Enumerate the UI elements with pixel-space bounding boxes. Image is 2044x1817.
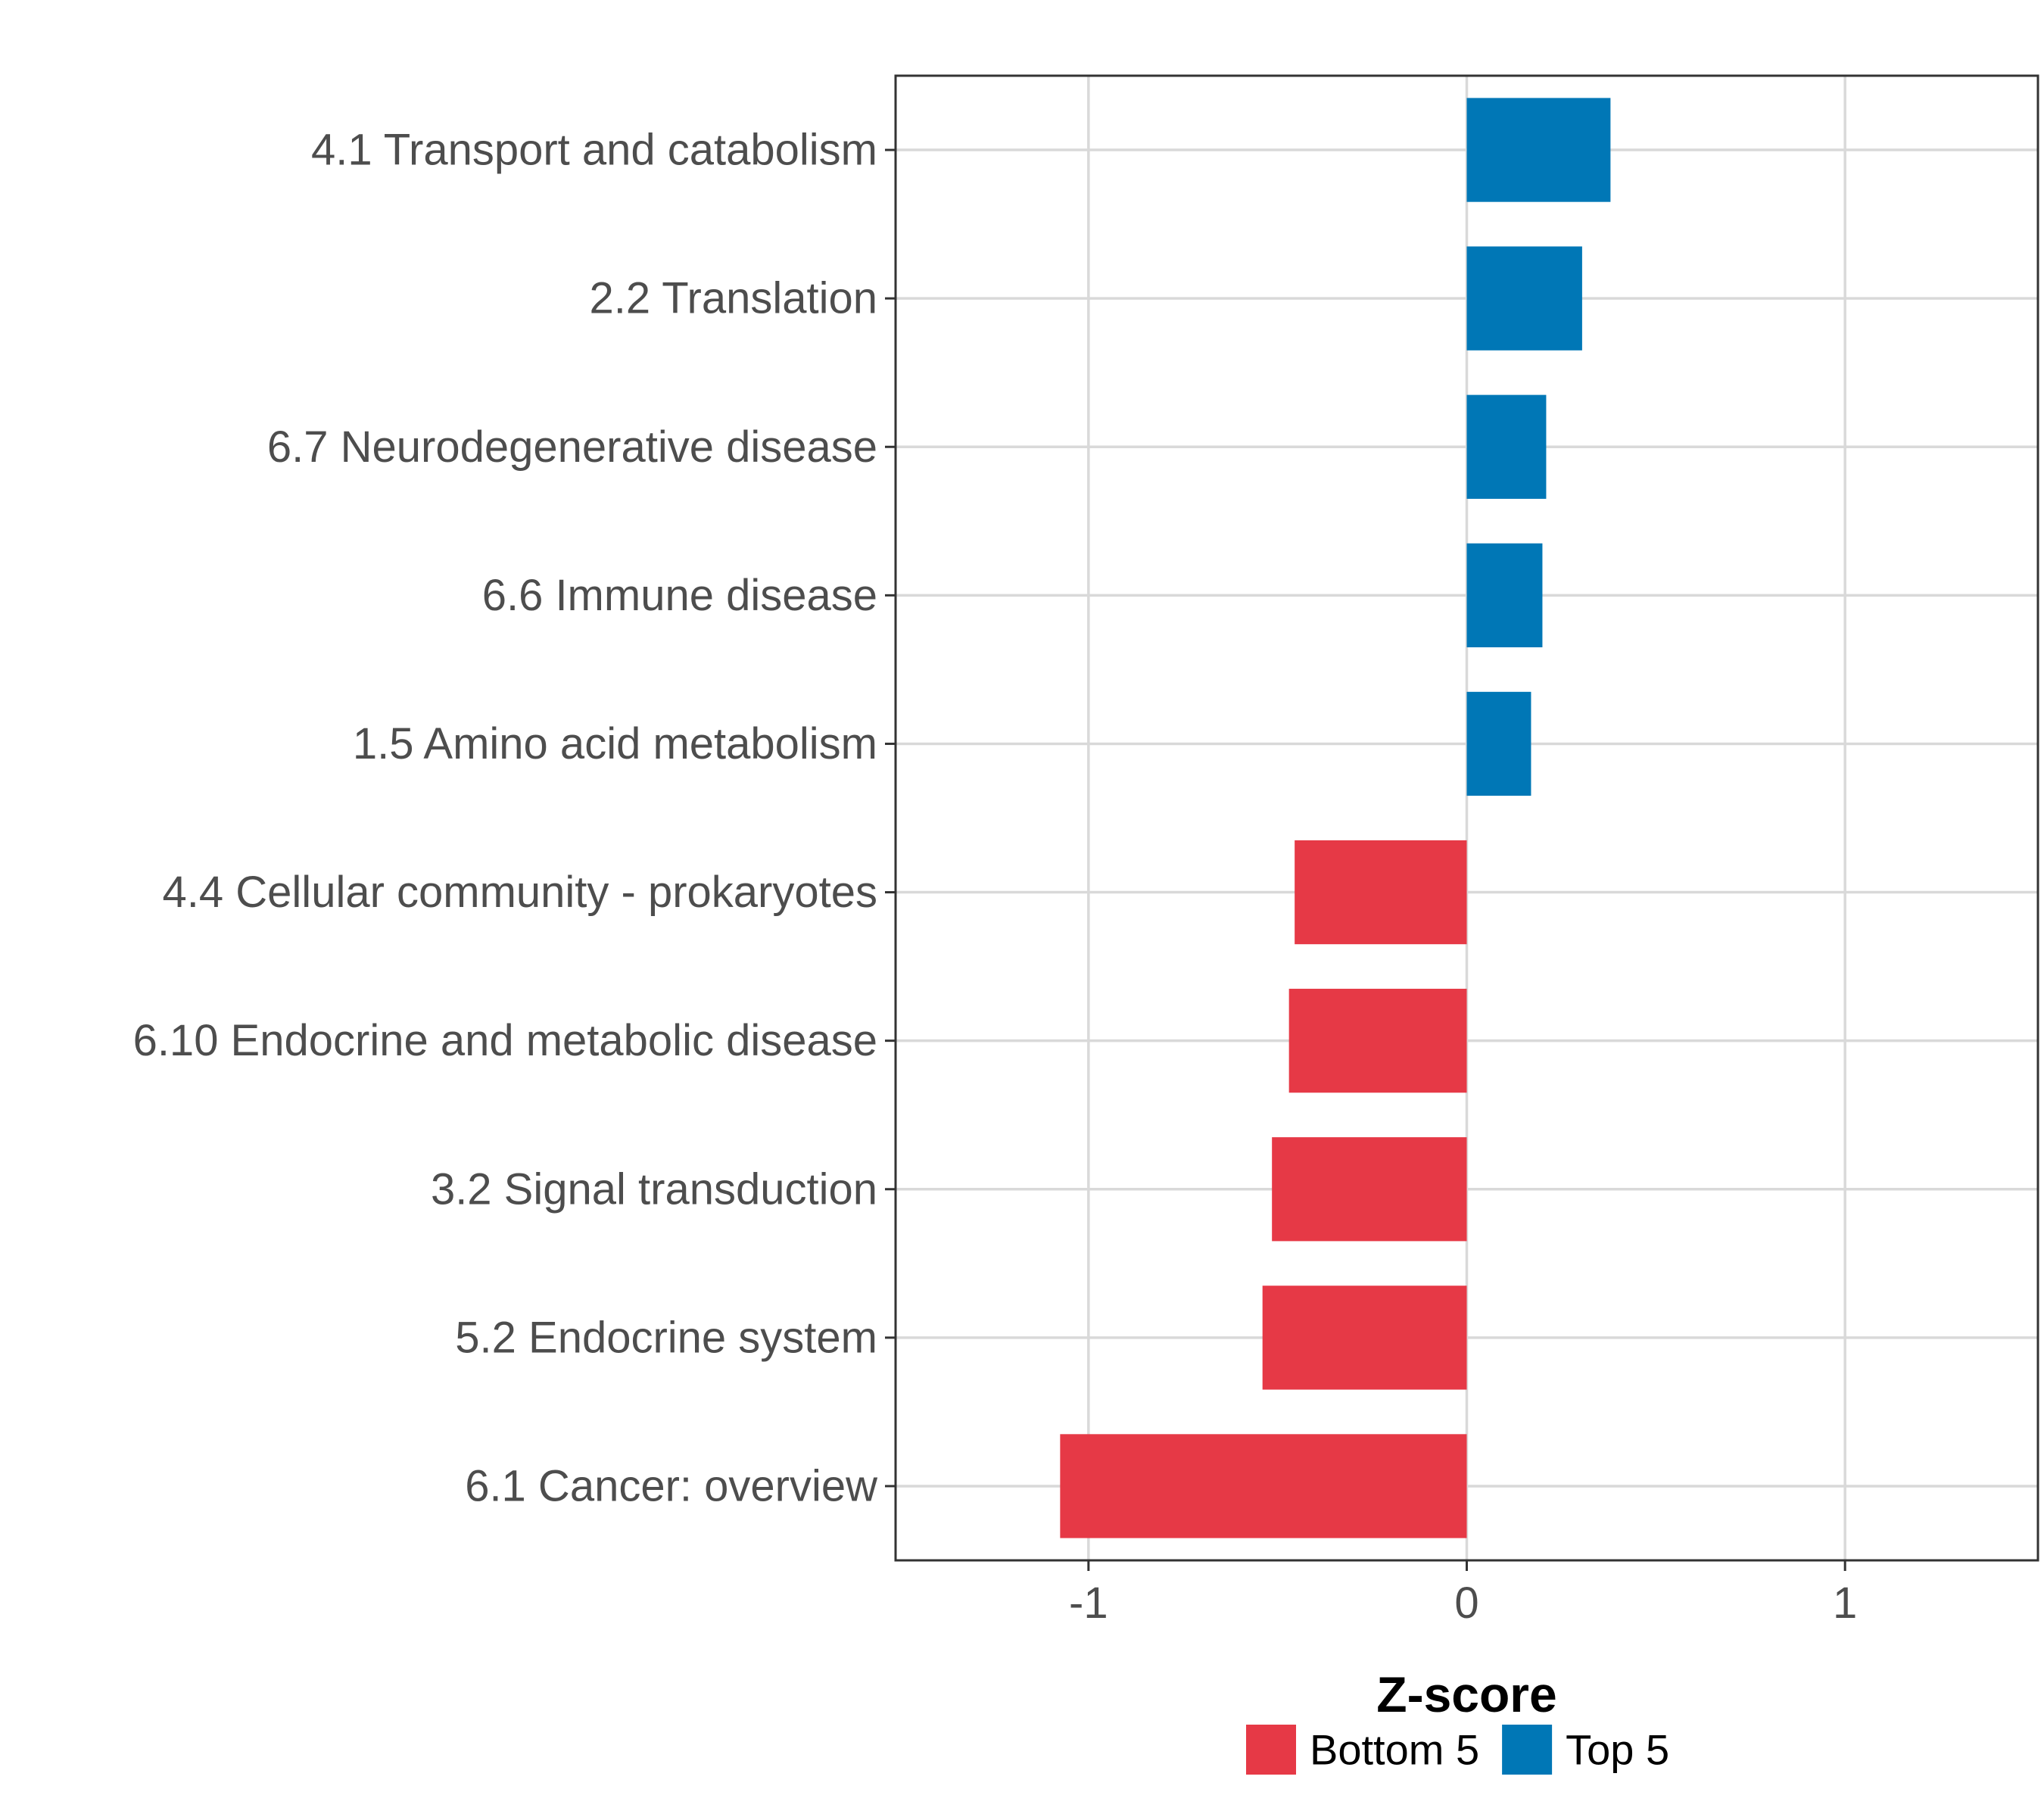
category-label: 6.1 Cancer: overview (465, 1461, 878, 1510)
bar (1466, 691, 1531, 796)
bar (1295, 840, 1467, 945)
bar (1288, 989, 1467, 1093)
category-label: 6.10 Endocrine and metabolic disease (133, 1016, 877, 1065)
bars (1060, 98, 1611, 1538)
x-axis-ticks: -1 0 1 (1069, 1560, 1857, 1628)
legend-label: Top 5 (1566, 1726, 1669, 1774)
bar (1466, 394, 1547, 499)
bar (1466, 543, 1543, 647)
x-tick-label: 0 (1454, 1579, 1478, 1628)
category-label: 1.5 Amino acid metabolism (353, 719, 877, 768)
legend-key (1502, 1725, 1553, 1775)
x-tick-label: -1 (1069, 1579, 1108, 1628)
category-label: 6.6 Immune disease (482, 571, 877, 620)
x-axis-title: Z-score (1376, 1666, 1556, 1722)
bar (1466, 246, 1582, 351)
bar (1262, 1286, 1467, 1390)
category-label: 3.2 Signal transduction (431, 1164, 877, 1214)
category-label: 2.2 Translation (590, 274, 877, 323)
category-label: 4.4 Cellular community - prokaryotes (163, 868, 877, 917)
x-tick-label: 1 (1833, 1579, 1857, 1628)
category-label: 4.1 Transport and catabolism (311, 126, 877, 175)
category-label: 6.7 Neurodegenerative disease (267, 422, 877, 472)
bar (1060, 1434, 1467, 1538)
y-axis-ticks: 4.1 Transport and catabolism 2.2 Translat… (133, 126, 896, 1510)
legend: Bottom 5 Top 5 (1246, 1725, 1669, 1775)
category-label: 5.2 Endocrine system (455, 1313, 877, 1362)
legend-label: Bottom 5 (1310, 1726, 1479, 1774)
bar (1272, 1137, 1467, 1242)
legend-key (1246, 1725, 1296, 1775)
bar (1466, 98, 1611, 202)
